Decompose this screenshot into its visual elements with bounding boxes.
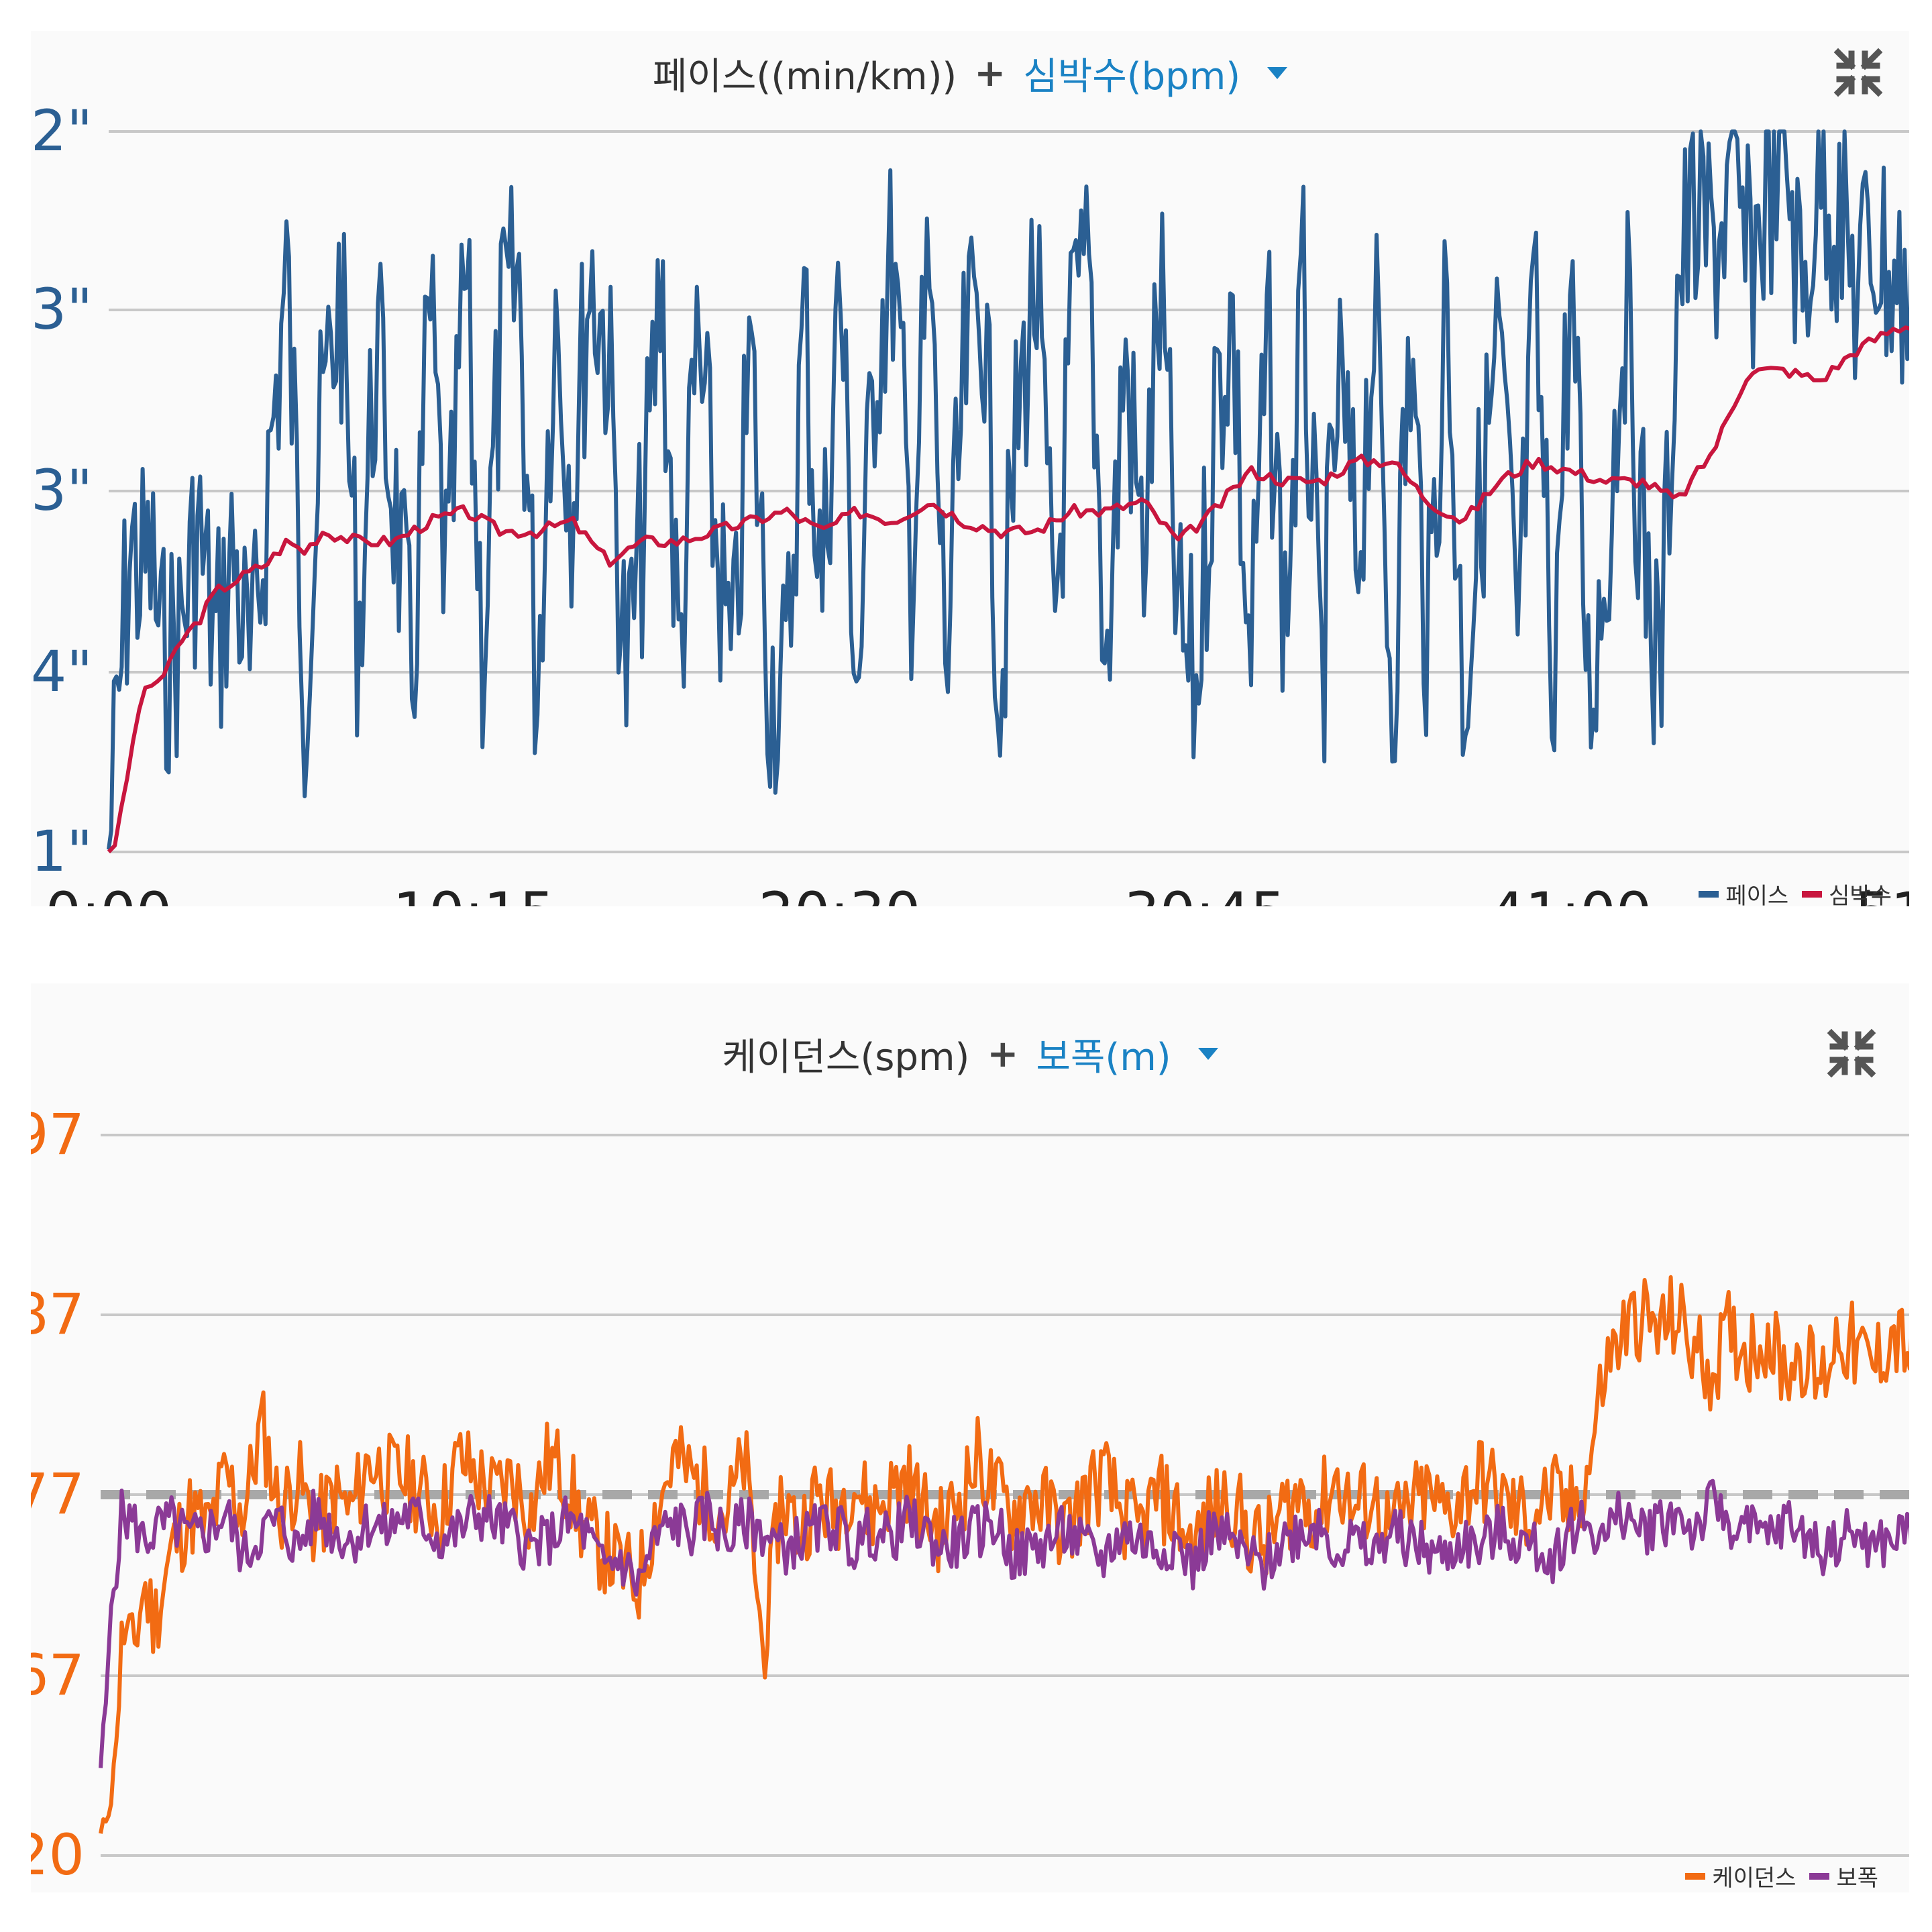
left-axis-tick: 5'53" [31,458,93,523]
series-line-stride [99,1479,1909,1768]
legend-label-cadence: 케이던스 [1712,1865,1796,1892]
collapse-arrows-icon[interactable] [1825,1026,1878,1080]
x-axis-tick: 41:00 [1488,1884,1650,1892]
legend-label-heart-rate: 심박수 [1829,883,1892,910]
left-axis-tick: 167 [31,1642,85,1708]
x-axis-tick: 51:15 [1855,880,1909,906]
series-line-pace [107,129,1909,850]
left-axis-tick: 6'04" [31,639,93,704]
x-axis-tick: 20:30 [759,880,921,906]
series-line-heart-rate [107,325,1909,854]
left-axis-tick: 197 [31,1102,85,1167]
legend-swatch-pace [1699,890,1719,898]
secondary-metric-dropdown[interactable]: 심박수(bpm) [1023,54,1241,99]
left-axis-tick: 5'22" [31,98,93,164]
metric-selector[interactable]: 페이스((min/km)) + 심박수(bpm) [31,43,1909,103]
primary-metric-label: 페이스((min/km)) [652,54,957,99]
secondary-metric-dropdown[interactable]: 보폭(m) [1036,1035,1171,1079]
left-axis-tick: 120 [31,1822,85,1888]
caret-down-icon[interactable] [1197,1048,1218,1060]
caret-down-icon[interactable] [1267,67,1288,79]
left-axis-tick: 177 [31,1461,85,1527]
chart-legend: 페이스 심박수 [1685,877,1892,910]
x-axis-tick: 10:15 [393,880,555,906]
pace-heart-rate-panel: 페이스((min/km)) + 심박수(bpm) 5'22" 5'43" 5'53"… [31,31,1909,910]
collapse-arrows-icon[interactable] [1831,46,1885,99]
series-line-cadence [99,1275,1909,1834]
left-axis-tick: 187 [31,1281,85,1347]
x-axis-tick: 10:15 [386,1884,549,1892]
left-axis-tick: 5'43" [31,276,93,342]
chart-legend: 케이던스 보폭 [1672,1860,1878,1892]
legend-swatch-cadence [1685,1872,1706,1880]
x-axis-tick: 51:15 [1855,1884,1909,1892]
metric-selector[interactable]: 케이던스(spm) + 보폭(m) [31,1024,1909,1084]
cadence-stride-chart: 1971871771671201.41.210.80.40:0010:1520:… [31,1102,1909,1892]
legend-swatch-heart-rate [1802,890,1823,898]
pace-heart-rate-chart: 5'22"5'43"5'53"6'04"14'31"19117315513799… [31,98,1909,906]
legend-label-stride: 보폭 [1836,1865,1878,1892]
cadence-stride-panel: 케이던스(spm) + 보폭(m) 1971871771671201.41.21… [31,983,1909,1892]
left-axis-tick: 14'31" [31,818,93,884]
plus-sign: + [987,1032,1019,1076]
x-axis-tick: 20:30 [753,1884,916,1892]
x-axis-tick: 30:45 [1124,880,1286,906]
plus-sign: + [974,51,1006,95]
x-axis-tick: 30:45 [1121,1884,1283,1892]
legend-label-pace: 페이스 [1725,883,1789,910]
x-axis-tick: 0:00 [38,1884,164,1892]
x-axis-tick: 41:00 [1489,880,1652,906]
legend-swatch-stride [1809,1872,1830,1880]
primary-metric-label: 케이던스(spm) [722,1035,970,1079]
x-axis-tick: 0:00 [46,880,172,906]
